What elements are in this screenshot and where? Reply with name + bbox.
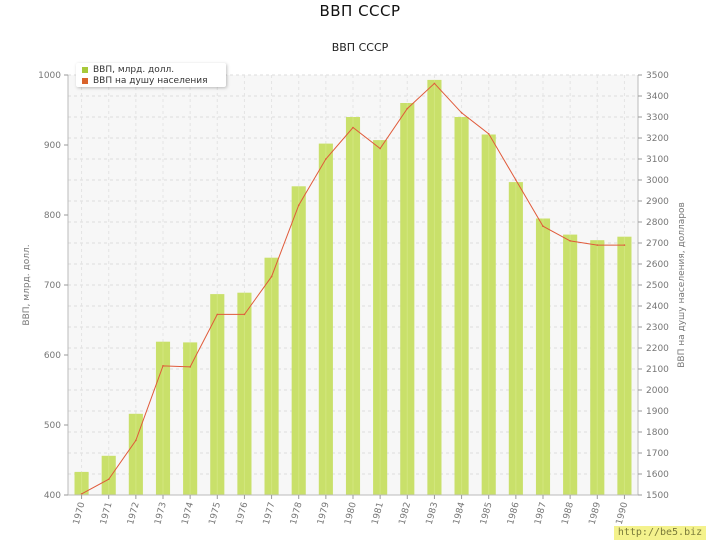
y2-tick-label: 2100	[646, 365, 669, 375]
page-title: ВВП СССР	[319, 2, 401, 20]
y2-tick-label: 2400	[646, 302, 669, 312]
y-tick-label: 700	[44, 281, 61, 291]
line-point-1987[interactable]	[542, 225, 544, 227]
y2-tick-label: 2300	[646, 323, 669, 333]
line-point-1973[interactable]	[162, 365, 164, 367]
line-point-1982[interactable]	[406, 107, 409, 110]
line-point-1971[interactable]	[107, 478, 110, 481]
x-tick-label: 1984	[452, 501, 468, 526]
y-tick-label: 500	[44, 421, 61, 431]
line-point-1981[interactable]	[379, 147, 381, 150]
x-tick-label: 1972	[126, 501, 142, 526]
chart-title: ВВП СССР	[331, 41, 389, 54]
line-series	[80, 82, 626, 495]
line-point-1986[interactable]	[515, 179, 517, 181]
legend-label-gdp-per-capita: ВВП на душу населения	[93, 76, 208, 86]
x-tick-label: 1973	[153, 501, 169, 526]
y2-tick-label: 1800	[646, 428, 669, 438]
x-tick-label: 1979	[316, 501, 332, 526]
x-tick-label: 1981	[370, 501, 386, 526]
y-tick-label: 800	[44, 211, 61, 221]
legend: ВВП, млрд. долл. ВВП на душу населения	[76, 63, 226, 87]
y-tick-label: 900	[44, 141, 61, 151]
y-axis-ticks: 400 500 600 700 800 900 1000	[38, 71, 68, 501]
y2-tick-label: 3200	[646, 134, 669, 144]
y2-tick-label: 3500	[646, 71, 669, 81]
x-tick-label: 1985	[479, 501, 495, 526]
y2-tick-label: 1600	[646, 470, 669, 480]
y2-tick-label: 1900	[646, 407, 669, 417]
y2-tick-label: 2800	[646, 218, 669, 228]
line-point-1985[interactable]	[487, 133, 490, 135]
line-point-1976[interactable]	[243, 313, 246, 316]
x-tick-label: 1990	[615, 501, 631, 526]
legend-swatch-gdp-per-capita	[82, 78, 88, 84]
x-tick-label: 1982	[398, 501, 414, 526]
y2-axis-label: ВВП на душу населения, долларов	[677, 202, 687, 368]
y2-tick-label: 2500	[646, 281, 669, 291]
y2-tick-label: 3300	[646, 113, 669, 123]
y-tick-label: 400	[44, 491, 61, 501]
y2-tick-label: 2200	[646, 344, 669, 354]
line-point-1977[interactable]	[270, 275, 273, 278]
y2-tick-label: 3400	[646, 92, 669, 102]
line-point-1990[interactable]	[623, 244, 626, 246]
line-point-1980[interactable]	[352, 126, 354, 129]
line-point-1975[interactable]	[216, 313, 219, 316]
y-axis-label: ВВП, млрд. долл.	[22, 244, 32, 325]
x-tick-label: 1987	[533, 501, 549, 526]
bar-series	[74, 79, 632, 496]
x-tick-label: 1975	[208, 501, 224, 526]
y-tick-label: 1000	[38, 71, 61, 81]
x-tick-label: 1977	[262, 501, 278, 526]
line-point-1989[interactable]	[596, 244, 599, 246]
legend-swatch-gdp	[82, 67, 88, 73]
y2-tick-label: 3100	[646, 155, 669, 165]
watermark-link[interactable]: http://be5.biz	[614, 526, 706, 540]
y2-tick-label: 2600	[646, 260, 669, 270]
x-tick-label: 1976	[235, 501, 251, 526]
x-tick-label: 1980	[343, 501, 359, 526]
line-point-1979[interactable]	[325, 158, 327, 160]
line-point-1970[interactable]	[80, 493, 83, 495]
x-tick-label: 1986	[506, 501, 522, 526]
line-point-1983[interactable]	[433, 82, 436, 85]
x-tick-label: 1978	[289, 501, 305, 526]
y2-axis-ticks: 1500 1600 1700 1800 1900 2000 2100 2200 2300 2400…	[638, 71, 669, 501]
line-point-1988[interactable]	[569, 240, 571, 242]
y2-tick-label: 2700	[646, 239, 669, 249]
y2-tick-label: 2000	[646, 386, 669, 396]
x-tick-label: 1970	[72, 501, 88, 526]
y-tick-label: 600	[44, 351, 61, 361]
y2-tick-label: 1700	[646, 449, 669, 459]
y2-tick-label: 1500	[646, 491, 669, 501]
legend-label-gdp: ВВП, млрд. долл.	[93, 65, 175, 75]
x-tick-label: 1988	[560, 501, 576, 526]
line-point-1972[interactable]	[135, 439, 137, 442]
x-axis-ticks: 1970 1971 1972 1973 1974 1975 1976 1977 1978 1979…	[72, 495, 631, 526]
line-point-1974[interactable]	[189, 366, 191, 368]
y2-tick-label: 3000	[646, 176, 669, 186]
x-tick-label: 1971	[99, 501, 115, 526]
line-point-1984[interactable]	[460, 112, 463, 114]
line-point-1978[interactable]	[297, 204, 300, 206]
x-tick-label: 1989	[588, 501, 604, 526]
x-tick-label: 1983	[425, 501, 441, 526]
y2-tick-label: 2900	[646, 197, 669, 207]
x-tick-label: 1974	[180, 501, 196, 526]
